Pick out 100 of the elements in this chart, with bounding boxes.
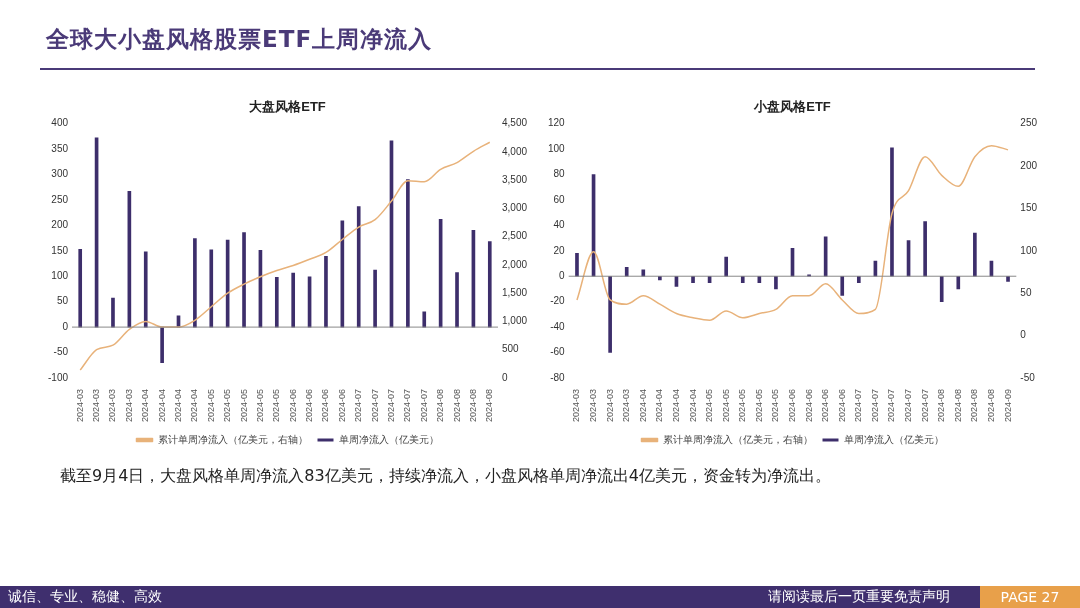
x-tick-label: 2024-08 [467,388,478,422]
line-series [79,141,491,371]
bar [956,275,961,290]
x-tick-label: 2024-05 [254,388,265,422]
x-tick-label: 2024-06 [820,388,831,422]
x-tick-label: 2024-06 [836,388,847,422]
x-tick-label: 2024-03 [123,388,134,422]
x-tick-label: 2024-08 [969,388,980,422]
y2-tick-label: -50 [1020,371,1036,383]
x-tick-label: 2024-06 [320,388,331,422]
legend-label: 累计单周净流入（亿美元，右轴） [662,433,813,445]
x-tick-label: 2024-04 [140,388,151,422]
bar [143,251,148,328]
y2-tick-label: 0 [1020,329,1027,341]
bar [624,266,629,277]
y2-tick-label: 150 [1020,202,1038,214]
y-tick-label: 250 [51,193,69,205]
x-tick-label: 2024-06 [287,388,298,422]
y-tick-label: 150 [51,244,69,256]
y-tick-label: -80 [550,371,566,383]
x-tick-label: 2024-05 [222,388,233,422]
bar [422,311,427,328]
x-tick-label: 2024-05 [238,388,249,422]
y-tick-label: 0 [62,320,69,332]
bar [487,241,492,328]
y-tick-label: 400 [51,117,69,129]
bar [923,221,927,277]
y2-tick-label: 250 [1020,117,1038,129]
x-tick-label: 2024-06 [336,388,347,422]
x-tick-label: 2024-05 [770,388,781,422]
y2-tick-label: 2,500 [501,230,528,242]
bar [455,272,459,328]
x-tick-label: 2024-07 [418,388,429,422]
bar [840,275,845,296]
bar [356,206,361,328]
bar [774,275,778,290]
x-tick-label: 2024-04 [172,388,183,422]
x-tick-label: 2024-08 [952,388,963,422]
x-tick-label: 2024-03 [91,388,102,422]
bar [242,232,246,328]
text: 截至9月4日，大盘风格单周净流入83亿美元，持续净流入，小盘风格单周净流出4亿美元，资金转为净流出。 [60,466,831,487]
y2-tick-label: 3,000 [501,202,528,214]
bar [160,326,164,364]
y-tick-label: 100 [548,142,566,154]
y-tick-label: 20 [553,244,566,256]
x-tick-label: 2024-07 [402,388,413,422]
y-tick-label: -20 [550,295,566,307]
x-tick-label: 2024-03 [604,388,615,422]
y2-tick-label: 100 [1020,244,1038,256]
y-tick-label: 100 [51,269,69,281]
bar [111,297,115,328]
y-tick-label: 300 [51,168,69,180]
x-tick-label: 2024-03 [588,388,599,422]
y-tick-label: 80 [553,168,566,180]
x-tick-label: 2024-05 [704,388,715,422]
text: 诚信、专业、稳健、高效 [8,588,162,606]
text: 请阅读最后一页重要免责声明 [768,588,950,606]
x-tick-label: 2024-09 [1002,388,1013,422]
x-tick-label: 2024-04 [654,388,665,422]
y2-tick-label: 200 [1020,159,1038,171]
y2-tick-label: 0 [501,371,508,383]
x-tick-label: 2024-03 [621,388,632,422]
bar [193,238,197,328]
y2-tick-label: 2,000 [501,258,528,270]
y2-tick-label: 4,500 [501,117,528,129]
bar [406,179,410,328]
y2-tick-label: 3,500 [501,173,528,185]
bar [324,256,328,328]
x-tick-label: 2024-08 [936,388,947,422]
x-tick-label: 2024-08 [985,388,996,422]
y-tick-label: 60 [553,193,566,205]
legend-label: 累计单周净流入（亿美元，右轴） [157,433,308,445]
y-tick-label: -40 [550,320,566,332]
x-tick-label: 2024-05 [737,388,748,422]
bar [373,269,377,328]
y-tick-label: 0 [559,269,566,281]
y-tick-label: 50 [56,295,69,307]
text: 全球大小盘风格股票ETF上周净流入 [46,25,433,54]
x-tick-label: 2024-05 [271,388,282,422]
x-tick-label: 2024-08 [435,388,446,422]
legend-label: 单周净流入（亿美元） [843,433,944,445]
x-tick-label: 2024-07 [853,388,864,422]
chart-title: 小盘风格ETF [753,99,831,115]
x-tick-label: 2024-06 [786,388,797,422]
x-tick-label: 2024-06 [304,388,315,422]
y-tick-label: 120 [548,117,566,129]
x-tick-label: 2024-05 [720,388,731,422]
bar [973,232,977,277]
x-tick-label: 2024-07 [903,388,914,422]
bar [575,253,579,277]
x-tick-label: 2024-04 [637,388,648,422]
text: PAGE 27 [980,586,1080,608]
y-tick-label: 200 [51,219,69,231]
y-tick-label: -50 [53,346,69,358]
x-tick-label: 2024-05 [205,388,216,422]
x-tick-label: 2024-07 [385,388,396,422]
y-tick-label: 40 [553,219,566,231]
x-tick-label: 2024-05 [753,388,764,422]
x-tick-label: 2024-08 [484,388,495,422]
x-tick-label: 2024-08 [451,388,462,422]
